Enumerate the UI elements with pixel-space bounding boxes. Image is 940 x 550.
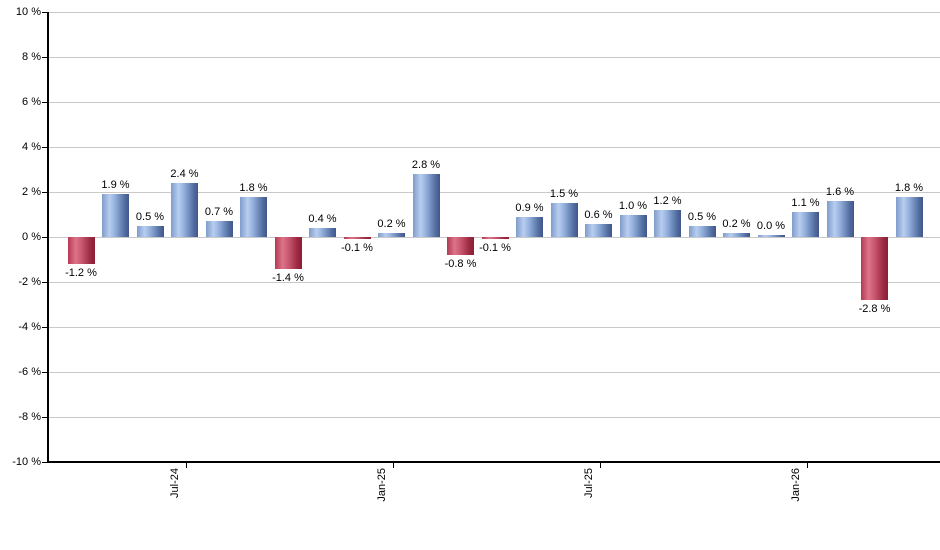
bar <box>171 183 198 237</box>
bar-value-label: -2.8 % <box>858 303 891 315</box>
x-axis-label: Jan-26 <box>789 468 802 502</box>
bar-value-label: 1.6 % <box>825 186 855 198</box>
x-axis-tick <box>392 462 394 468</box>
bar <box>205 221 233 237</box>
y-axis-tick <box>42 192 47 193</box>
bar-value-label: 0.5 % <box>687 210 717 223</box>
bar <box>378 232 405 237</box>
gridline <box>49 57 940 58</box>
y-axis-label: 10 % <box>15 6 41 18</box>
bar <box>274 237 302 269</box>
y-axis-label: -6 % <box>18 366 41 378</box>
bar <box>102 194 129 237</box>
y-axis-tick <box>42 237 47 238</box>
bar-value-label: 0.2 % <box>377 217 406 230</box>
y-axis-tick <box>42 417 47 418</box>
y-axis-label: -10 % <box>12 456 41 468</box>
x-axis-tick <box>806 462 808 468</box>
bar-value-label: 0.9 % <box>515 201 544 214</box>
bar <box>412 174 440 237</box>
bar-value-label: 0.4 % <box>308 213 337 225</box>
bar <box>619 214 647 237</box>
y-axis-tick <box>42 57 47 58</box>
bar-value-label: 0.5 % <box>135 210 165 223</box>
y-axis-label: 8 % <box>22 51 41 63</box>
bar <box>723 232 750 237</box>
y-axis-label: -4 % <box>18 321 41 333</box>
y-axis-tick <box>42 102 47 103</box>
bar-value-label: 1.1 % <box>791 197 820 210</box>
y-axis-label: 4 % <box>22 141 41 153</box>
bar-value-label: 0.7 % <box>204 206 234 219</box>
bar <box>550 203 578 237</box>
bar-value-label: 1.8 % <box>894 181 924 194</box>
x-axis-tick <box>599 462 601 468</box>
x-axis-line <box>47 461 940 463</box>
bar-value-label: 0.6 % <box>584 208 613 221</box>
bar <box>895 196 923 237</box>
bar-value-label: 1.2 % <box>653 195 682 207</box>
x-axis-label: Jul-25 <box>582 468 595 498</box>
y-axis-tick <box>42 12 47 13</box>
bar-value-label: -1.2 % <box>65 267 97 279</box>
y-axis-tick <box>42 327 47 328</box>
y-axis-label: 0 % <box>22 231 41 243</box>
bar-value-label: -0.1 % <box>479 242 511 255</box>
bar-value-label: 1.0 % <box>618 199 648 212</box>
y-axis-label: 2 % <box>22 186 41 198</box>
bar <box>136 225 164 237</box>
bar-value-label: 2.4 % <box>170 168 199 180</box>
bar <box>447 237 474 255</box>
bar <box>585 223 612 237</box>
bar <box>516 216 543 237</box>
bar-value-label: 2.8 % <box>411 159 441 171</box>
bar-value-label: -0.1 % <box>341 242 373 255</box>
gridline <box>49 282 940 283</box>
bar-value-label: 0.2 % <box>722 217 751 230</box>
bar <box>826 201 854 237</box>
bar <box>792 212 819 237</box>
bar <box>654 210 681 237</box>
gridline <box>49 192 940 193</box>
y-axis-label: 6 % <box>22 96 41 108</box>
bar <box>861 237 888 300</box>
bar <box>343 237 371 240</box>
bar-value-label: 1.8 % <box>239 181 268 194</box>
bar-value-label: -1.4 % <box>272 271 304 284</box>
y-axis-line <box>47 12 49 463</box>
bar <box>481 237 509 240</box>
y-axis-tick <box>42 282 47 283</box>
gridline <box>49 102 940 103</box>
y-axis-tick <box>42 462 47 463</box>
y-axis-tick <box>42 372 47 373</box>
gridline <box>49 327 940 328</box>
y-axis-label: -8 % <box>18 411 41 423</box>
bar <box>67 237 95 264</box>
bar-value-label: 0.0 % <box>756 220 786 232</box>
y-axis-label: -2 % <box>18 276 41 288</box>
bar <box>757 235 785 237</box>
gridline <box>49 417 940 418</box>
y-axis-tick <box>42 147 47 148</box>
gridline <box>49 12 940 13</box>
gridline <box>49 372 940 373</box>
bar-value-label: -0.8 % <box>444 258 477 270</box>
x-axis-tick <box>185 462 187 468</box>
gridline <box>49 147 940 148</box>
bar <box>240 196 267 237</box>
bar-value-label: 1.9 % <box>101 179 130 192</box>
x-axis-label: Jan-25 <box>375 468 388 502</box>
x-axis-label: Jul-24 <box>168 468 181 498</box>
bar <box>688 225 716 237</box>
bar-value-label: 1.5 % <box>549 188 579 201</box>
bar <box>309 228 336 237</box>
